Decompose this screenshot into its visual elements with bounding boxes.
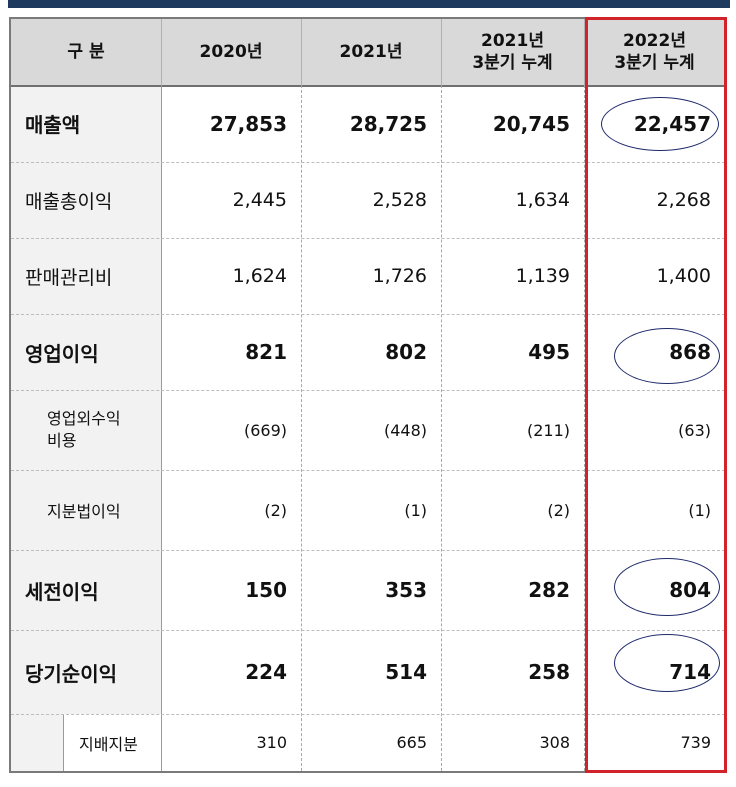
row-divider — [11, 390, 725, 391]
cell-2021: 2,528 — [372, 189, 427, 211]
cell-2020: 27,853 — [209, 111, 287, 136]
cell-2021: 514 — [385, 660, 427, 684]
header-divider — [301, 19, 302, 85]
cell-2020: 150 — [245, 578, 287, 602]
cell-2022-q3: 739 — [680, 733, 711, 752]
header-divider — [584, 19, 585, 85]
column-divider — [161, 85, 162, 771]
header-divider — [161, 19, 162, 85]
highlight-oval — [614, 634, 720, 692]
row-label: 매출총이익 — [25, 190, 113, 213]
cell-2020: 1,624 — [232, 265, 287, 287]
header-2022-q3: 2022년 3분기 누계 — [614, 31, 695, 73]
cell-2022-q3: 1,400 — [656, 265, 711, 287]
top-bar — [8, 0, 730, 8]
cell-2021-q3: 282 — [528, 578, 570, 602]
table-row: 지배지분 310 665 308 739 — [11, 714, 725, 771]
cell-2021: 1,726 — [372, 265, 427, 287]
row-label: 지분법이익 — [47, 502, 121, 521]
cell-2020: 2,445 — [232, 189, 287, 211]
row-divider — [11, 630, 725, 631]
label-column-bg — [11, 85, 161, 771]
row-divider — [11, 238, 725, 239]
highlight-oval — [601, 97, 719, 151]
row-divider — [11, 550, 725, 551]
cell-2020: 821 — [245, 340, 287, 364]
cell-2021-q3: 1,139 — [515, 265, 570, 287]
row-label: 영업외수익 비용 — [47, 409, 121, 450]
table-header: 구 분 2020년 2021년 2021년 3분기 누계 2022년 3분기 누… — [11, 19, 725, 87]
cell-2021: 28,725 — [349, 111, 427, 136]
cell-2020: 224 — [245, 660, 287, 684]
row-divider — [11, 162, 725, 163]
cell-2021-q3: 1,634 — [515, 189, 570, 211]
table-row: 영업외수익 비용 (669) (448) (211) (63) — [11, 390, 725, 470]
cell-2022-q3: (63) — [678, 420, 711, 440]
table-row: 매출총이익 2,445 2,528 1,634 2,268 — [11, 162, 725, 238]
row-divider — [11, 714, 725, 715]
financial-table: 구 분 2020년 2021년 2021년 3분기 누계 2022년 3분기 누… — [9, 17, 727, 773]
cell-2021-q3: 258 — [528, 660, 570, 684]
table-row: 판매관리비 1,624 1,726 1,139 1,400 — [11, 238, 725, 314]
sub-row-indent — [63, 714, 161, 771]
cell-2020: (2) — [264, 500, 287, 520]
cell-2020: 310 — [256, 733, 287, 752]
row-label: 영업이익 — [25, 341, 99, 366]
header-category: 구 분 — [67, 42, 105, 62]
highlight-oval — [614, 328, 720, 384]
cell-2021-q3: 495 — [528, 340, 570, 364]
row-divider — [11, 470, 725, 471]
header-2020: 2020년 — [199, 42, 263, 62]
row-divider — [11, 314, 725, 315]
column-divider — [441, 85, 442, 771]
cell-2021: (1) — [404, 500, 427, 520]
header-divider — [441, 19, 442, 85]
cell-2020: (669) — [243, 420, 287, 440]
cell-2021: (448) — [383, 420, 427, 440]
header-2021-q3: 2021년 3분기 누계 — [472, 31, 553, 73]
header-2021: 2021년 — [339, 42, 403, 62]
cell-2021: 802 — [385, 340, 427, 364]
column-divider — [584, 85, 585, 771]
cell-2021: 353 — [385, 578, 427, 602]
row-label: 세전이익 — [25, 579, 99, 604]
highlight-column-box — [585, 17, 727, 773]
cell-2021-q3: (211) — [526, 420, 570, 440]
highlight-oval — [614, 558, 720, 616]
table-row: 지분법이익 (2) (1) (2) (1) — [11, 470, 725, 550]
cell-2021-q3: 308 — [539, 733, 570, 752]
cell-2021: 665 — [396, 733, 427, 752]
row-label: 매출액 — [25, 113, 81, 137]
row-label: 지배지분 — [79, 734, 138, 754]
row-label: 당기순이익 — [25, 661, 117, 686]
row-label: 판매관리비 — [25, 266, 113, 289]
cell-2021-q3: (2) — [547, 500, 570, 520]
cell-2021-q3: 20,745 — [492, 111, 570, 136]
cell-2022-q3: 2,268 — [656, 189, 711, 211]
column-divider — [301, 85, 302, 771]
cell-2022-q3: (1) — [688, 500, 711, 520]
